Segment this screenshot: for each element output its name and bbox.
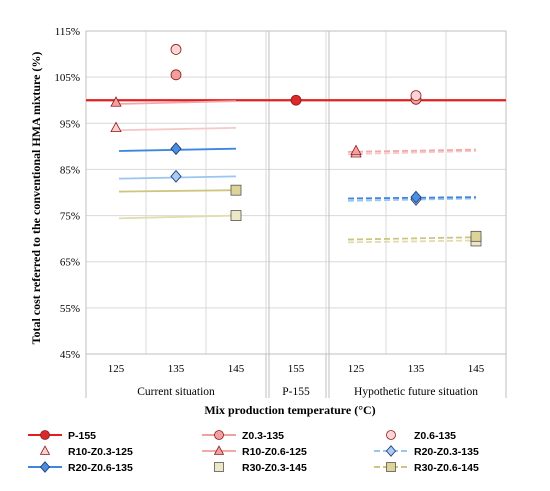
y-axis-title: Total cost referred to the conventional …: [29, 52, 43, 345]
y-tick-label: 75%: [60, 211, 80, 223]
y-tick-label: 45%: [60, 349, 80, 361]
x-tick-label: 145: [468, 363, 485, 375]
legend-marker: [39, 461, 51, 473]
group-labels: Current situation P-155 Hypothetic future …: [137, 386, 478, 398]
y-tick-label: 115%: [55, 26, 80, 38]
x-tick-label: 125: [348, 363, 365, 375]
legend: P-155 Z0.3-135 Z0.6-135 R10-Z0.3-125 R10-Z0.…: [28, 430, 479, 474]
x-tick-label: 125: [108, 363, 125, 375]
legend-label: R30-Z0.3-145: [242, 462, 307, 474]
trend-line: [347, 239, 477, 244]
x-tick-label: 135: [168, 363, 185, 375]
legend-marker: [39, 445, 51, 455]
legend-marker: [213, 445, 225, 455]
trend-line: [118, 127, 237, 132]
x-tick-label: 145: [228, 363, 245, 375]
trend-line: [118, 189, 237, 193]
data-point: [410, 90, 422, 101]
data-point: [350, 144, 362, 156]
legend-marker: [214, 462, 224, 472]
legend-label: R10-Z0.6-125: [242, 446, 307, 458]
legend-label: R20-Z0.3-135: [414, 446, 479, 458]
legend-label: R30-Z0.6-145: [414, 462, 479, 474]
trend-line: [347, 148, 477, 153]
data-point: [230, 210, 242, 221]
y-tick-label: 95%: [60, 118, 80, 130]
group-label: Hypothetic future situation: [354, 386, 478, 398]
data-point: [170, 142, 182, 156]
legend-marker: [385, 445, 397, 457]
data-point: [170, 44, 182, 55]
legend-label: P-155: [68, 430, 96, 442]
data-point: [230, 184, 242, 196]
group-label: P-155: [282, 386, 310, 398]
data-point: [110, 121, 122, 133]
legend-label: R10-Z0.3-125: [68, 446, 133, 458]
trend-line: [118, 214, 237, 220]
y-tick-label: 105%: [54, 72, 80, 84]
trend-line: [118, 100, 237, 105]
data-point: [470, 230, 482, 242]
trend-line: [347, 150, 477, 156]
y-tick-labels: 45% 55% 65% 75% 85% 95% 105% 115%: [54, 26, 80, 361]
data-point: [170, 169, 182, 183]
y-tick-label: 85%: [60, 164, 80, 176]
x-tick-labels: 125 135 145 155 125 135 145: [108, 363, 485, 375]
data-point: [170, 69, 182, 81]
legend-marker: [214, 430, 224, 440]
legend-label: Z0.3-135: [242, 430, 284, 442]
data-points: [110, 44, 482, 247]
trend-line: [347, 236, 477, 241]
y-tick-label: 55%: [60, 303, 80, 315]
legend-marker: [40, 430, 50, 440]
y-tick-label: 65%: [60, 257, 80, 269]
legend-marker: [386, 430, 396, 440]
legend-label: Z0.6-135: [414, 430, 456, 442]
grid: [85, 30, 507, 398]
group-label: Current situation: [137, 386, 215, 398]
x-tick-label: 155: [288, 363, 305, 375]
legend-marker: [386, 462, 396, 472]
legend-label: R20-Z0.6-135: [68, 462, 133, 474]
data-point: [110, 96, 122, 107]
data-point: [410, 190, 422, 204]
data-point: [290, 94, 302, 106]
x-tick-label: 135: [408, 363, 425, 375]
x-axis-title: Mix production temperature (°C): [204, 403, 375, 417]
